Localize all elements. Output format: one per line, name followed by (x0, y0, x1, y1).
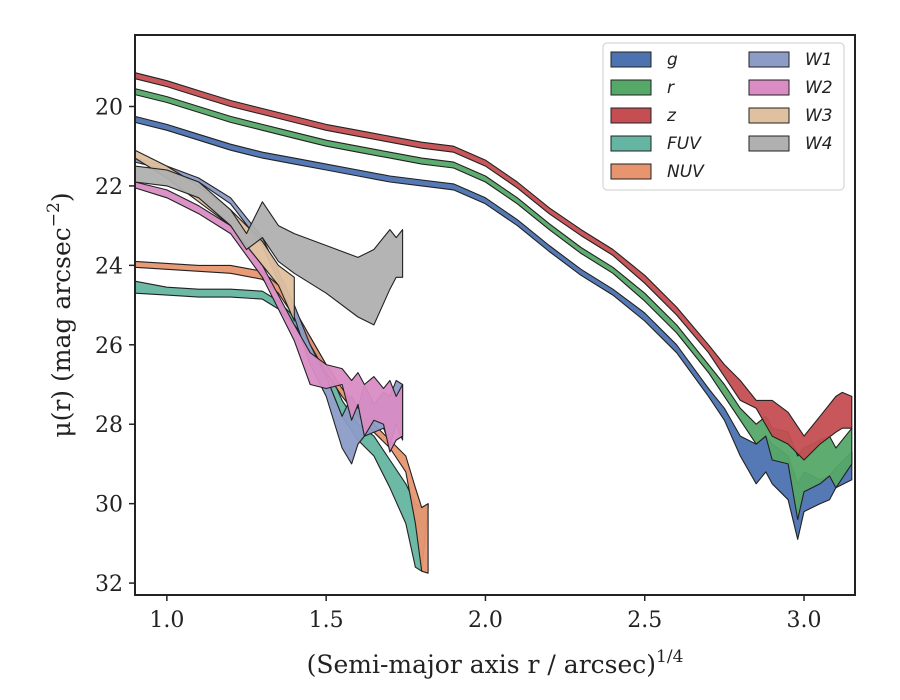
band-g (134, 115, 853, 540)
y-axis-ticks: 20 22 24 26 28 30 32 (95, 95, 135, 597)
y-tick-label: 24 (95, 254, 123, 279)
y-tick-label: 20 (95, 95, 123, 120)
legend-swatch-w1 (748, 51, 790, 68)
y-axis-label-close: ) (47, 192, 76, 202)
legend-label-w4: W4 (805, 134, 833, 154)
y-axis-label-text: μ(r) (mag arcsec (47, 227, 76, 437)
legend-label-z: z (666, 106, 677, 126)
y-axis-label-exponent: −2 (44, 202, 64, 227)
legend-swatch-w3 (748, 107, 790, 124)
x-tick-label: 2.5 (627, 608, 662, 633)
x-axis-label: (Semi-major axis r / arcsec)1/4 (307, 647, 684, 679)
legend-swatch-w2 (748, 79, 790, 96)
legend: grz FUV NUV W1 W2 W3 W4 (602, 42, 845, 191)
x-tick-label: 1.5 (309, 608, 344, 633)
legend-label-w2: W2 (805, 78, 833, 98)
x-tick-label: 1.0 (149, 608, 184, 633)
legend-label-r: r (667, 78, 675, 98)
legend-label-g: g (667, 50, 678, 70)
y-axis-label: μ(r) (mag arcsec−2) (44, 192, 76, 437)
band-r (134, 88, 853, 521)
band-w4 (134, 165, 404, 326)
legend-swatch-g (610, 51, 652, 68)
y-tick-label: 28 (95, 413, 123, 438)
x-axis-label-text: (Semi-major axis r / arcsec) (307, 650, 656, 679)
x-tick-label: 3.0 (787, 608, 822, 633)
x-axis-label-exponent: 1/4 (656, 647, 683, 667)
legend-swatch-nuv (610, 163, 652, 180)
band-w2 (134, 181, 404, 453)
band-z (134, 72, 853, 461)
plot-frame (134, 34, 856, 596)
y-tick-label: 32 (95, 572, 123, 597)
legend-label-nuv: NUV (667, 162, 705, 182)
plot-bands (134, 72, 853, 574)
legend-label-w1: W1 (805, 50, 833, 70)
legend-swatch-z (610, 107, 652, 124)
legend-label-w3: W3 (805, 106, 833, 126)
legend-swatch-fuv (610, 135, 652, 152)
y-tick-label: 26 (95, 334, 123, 359)
legend-swatch-r (610, 79, 652, 96)
x-axis-ticks: 1.0 1.5 2.0 2.5 3.0 (149, 595, 822, 633)
y-tick-label: 30 (95, 493, 123, 518)
x-tick-label: 2.0 (468, 608, 503, 633)
legend-label-fuv: FUV (667, 134, 702, 154)
legend-swatch-w4 (748, 135, 790, 152)
y-tick-label: 22 (95, 175, 123, 200)
